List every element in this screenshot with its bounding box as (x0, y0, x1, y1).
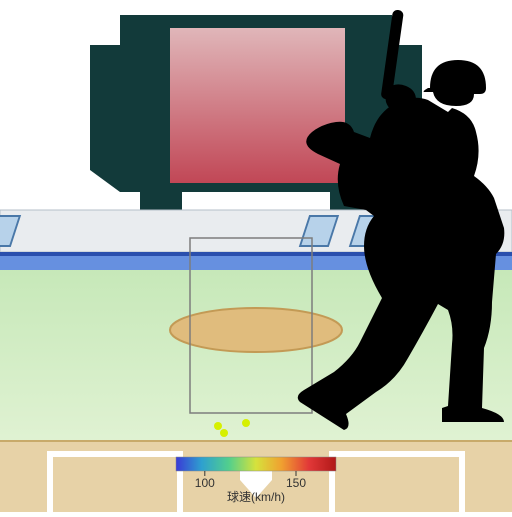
dirt-edge (0, 440, 512, 442)
figure-root: 100 150 球速(km/h) (0, 0, 512, 512)
scoreboard-screen (170, 28, 345, 183)
scoreboard-wing (90, 45, 120, 192)
speed-legend-bar (176, 457, 336, 471)
svg-text:150: 150 (286, 476, 306, 490)
svg-text:100: 100 (195, 476, 215, 490)
speed-legend-title: 球速(km/h) (227, 490, 285, 504)
scene-svg: 100 150 球速(km/h) (0, 0, 512, 512)
pitchers-mound (170, 308, 342, 352)
